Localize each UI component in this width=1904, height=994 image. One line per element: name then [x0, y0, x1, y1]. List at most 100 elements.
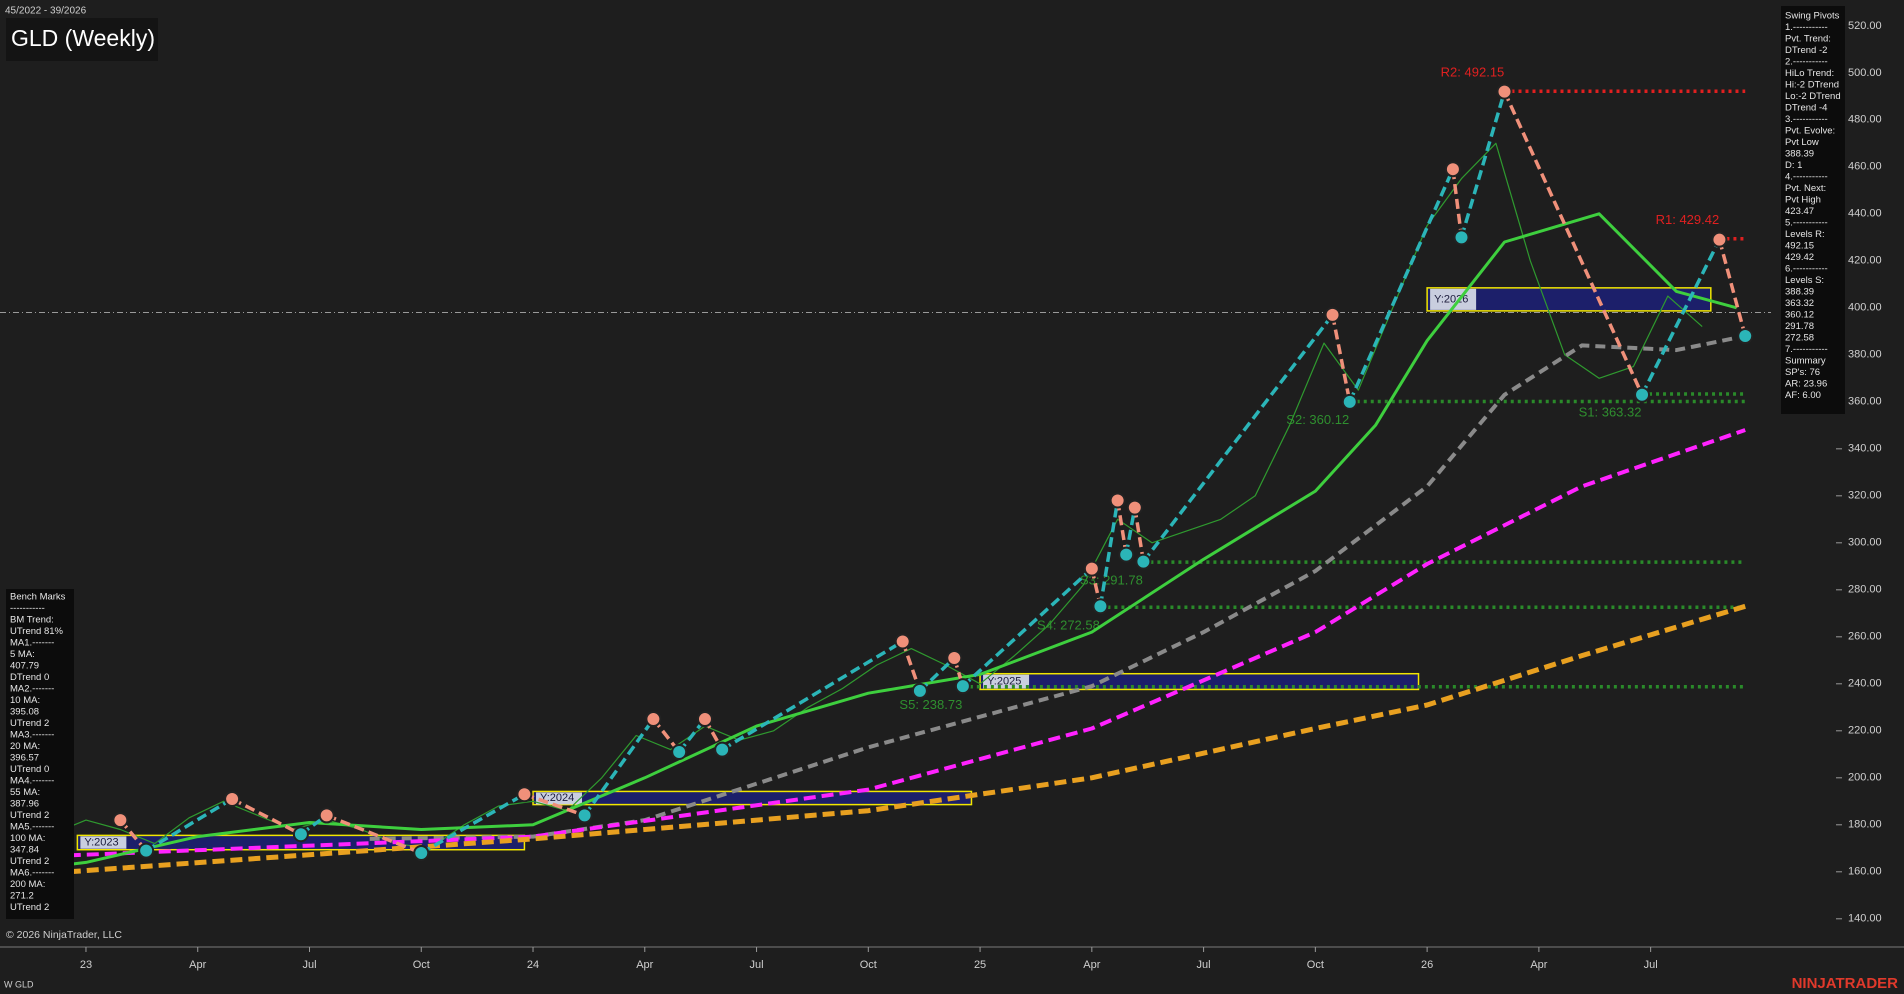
- swing-pivot: [292, 826, 309, 843]
- swing-pivot: [318, 807, 335, 824]
- series-line: [68, 603, 1746, 875]
- bench-marks-line: UTrend 2: [10, 902, 49, 913]
- swing-pivot: [1092, 598, 1109, 615]
- swing-segment: [901, 640, 922, 692]
- series-line: [68, 428, 1746, 858]
- swing-pivot: [1083, 560, 1100, 577]
- swing-pivots-line: Lo:-2 DTrend: [1785, 91, 1841, 102]
- swing-segment: [1115, 500, 1128, 555]
- swing-pivot: [1444, 161, 1461, 178]
- bench-marks-line: UTrend 0: [10, 764, 49, 775]
- swing-segment: [583, 718, 655, 817]
- bench-marks-line: 10 MA:: [10, 695, 40, 706]
- swing-pivots-line: 4.-----------: [1785, 172, 1828, 183]
- swing-pivots-line: 423.47: [1785, 206, 1814, 217]
- x-tick-label: 24: [527, 959, 539, 971]
- copyright: © 2026 NinjaTrader, LLC: [6, 929, 122, 941]
- bench-marks-line: MA1.-------: [10, 638, 54, 649]
- swing-pivot: [1109, 492, 1126, 509]
- y-tick-label: 440.00: [1848, 208, 1882, 220]
- swing-segment: [326, 813, 422, 855]
- x-tick-label: 23: [80, 959, 92, 971]
- swing-pivot: [224, 790, 241, 807]
- swing-pivots-line: DTrend -4: [1785, 103, 1827, 114]
- swing-pivot: [1135, 553, 1152, 570]
- year-box-label-bg: [80, 836, 127, 849]
- swing-pivots-line: Pvt High: [1785, 195, 1821, 206]
- bench-marks-line: 55 MA:: [10, 787, 40, 798]
- level-label: R2: 492.15: [1441, 65, 1505, 80]
- swing-segment: [1451, 168, 1464, 238]
- swing-pivots-line: 291.78: [1785, 321, 1814, 332]
- bench-marks-line: 347.84: [10, 845, 39, 856]
- bench-marks-line: 20 MA:: [10, 741, 40, 752]
- swing-pivots-line: AF: 6.00: [1785, 390, 1821, 401]
- swing-pivots-panel: [1781, 6, 1845, 414]
- x-tick-label: Jul: [750, 959, 764, 971]
- swing-segment: [1640, 238, 1721, 396]
- level-label: S4: 272.58: [1037, 618, 1100, 633]
- swing-pivots-line: 388.39: [1785, 149, 1814, 160]
- swing-pivot: [1634, 386, 1651, 403]
- swing-pivots-line: 429.42: [1785, 252, 1814, 263]
- bench-marks-panel: [6, 589, 74, 919]
- y-tick-label: 240.00: [1848, 678, 1882, 690]
- bench-marks-line: 395.08: [10, 707, 39, 718]
- bench-marks-line: UTrend 2: [10, 856, 49, 867]
- swing-segment: [721, 640, 904, 752]
- swing-pivots-line: Levels R:: [1785, 229, 1825, 240]
- swing-segment: [1459, 91, 1507, 238]
- brand: NINJATRADER: [1792, 975, 1899, 992]
- chart-title: GLD (Weekly): [11, 25, 155, 51]
- swing-pivots-line: Hi:-2 DTrend: [1785, 80, 1839, 91]
- bench-marks-line: 271.2: [10, 891, 34, 902]
- y-tick-label: 360.00: [1848, 396, 1882, 408]
- swing-pivots-line: HiLo Trend:: [1785, 68, 1834, 79]
- swing-pivot: [1118, 546, 1135, 563]
- y-tick-label: 480.00: [1848, 114, 1882, 126]
- swing-pivot: [1737, 328, 1754, 345]
- swing-pivot: [1496, 83, 1513, 100]
- bench-marks-line: UTrend 2: [10, 718, 49, 729]
- y-tick-label: 520.00: [1848, 20, 1882, 32]
- y-tick-label: 260.00: [1848, 631, 1882, 643]
- x-tick-label: Jul: [1197, 959, 1211, 971]
- bench-marks-line: -----------: [10, 603, 45, 614]
- swing-pivots-line: Pvt. Next:: [1785, 183, 1826, 194]
- swing-pivot: [413, 845, 430, 862]
- swing-pivots-line: 272.58: [1785, 333, 1814, 344]
- y-tick-label: 220.00: [1848, 725, 1882, 737]
- x-tick-label: Apr: [1530, 959, 1547, 971]
- swing-pivot: [894, 633, 911, 650]
- swing-pivots-line: 360.12: [1785, 310, 1814, 321]
- swing-pivots-line: Pvt. Trend:: [1785, 34, 1831, 45]
- year-box-label: Y:2025: [987, 675, 1021, 687]
- level-label: S5: 238.73: [899, 697, 962, 712]
- bench-marks-line: 396.57: [10, 753, 39, 764]
- swing-segment: [1098, 500, 1120, 607]
- bench-marks-line: UTrend 81%: [10, 626, 64, 637]
- swing-pivots-line: Pvt. Evolve:: [1785, 126, 1835, 137]
- y-tick-label: 460.00: [1848, 161, 1882, 173]
- swing-segment: [523, 792, 586, 818]
- y-tick-label: 200.00: [1848, 772, 1882, 784]
- swing-pivots-line: Swing Pivots: [1785, 11, 1840, 22]
- swing-pivots-line: 3.-----------: [1785, 114, 1828, 125]
- swing-pivot: [1126, 499, 1143, 516]
- title-box: [6, 18, 158, 61]
- swing-pivot: [954, 678, 971, 695]
- bench-marks-line: MA4.-------: [10, 776, 54, 787]
- x-tick-label: Jul: [1644, 959, 1658, 971]
- y-tick-label: 180.00: [1848, 819, 1882, 831]
- bench-marks-line: MA2.-------: [10, 684, 54, 695]
- y-tick-label: 420.00: [1848, 255, 1882, 267]
- y-tick-label: 300.00: [1848, 537, 1882, 549]
- x-tick-label: Apr: [189, 959, 206, 971]
- swing-pivots-line: SP's: 76: [1785, 367, 1820, 378]
- bench-marks-line: MA3.-------: [10, 730, 54, 741]
- swing-pivot: [696, 711, 713, 728]
- swing-segment: [420, 792, 526, 855]
